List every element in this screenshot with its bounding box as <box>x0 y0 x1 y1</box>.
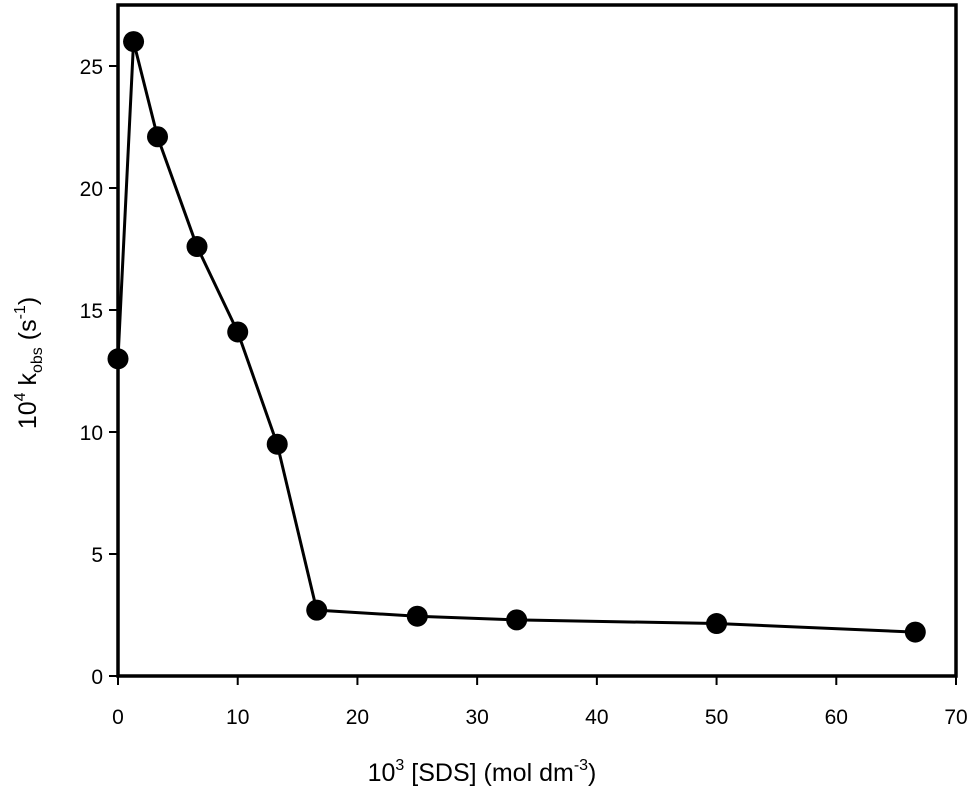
y-axis-title-close: ) <box>14 297 42 305</box>
y-axis-title-unit: (s <box>14 319 42 347</box>
y-tick-label: 0 <box>91 666 103 689</box>
x-axis-title-unit-exp: -3 <box>574 757 588 774</box>
x-axis-title-base: 10 <box>368 759 396 787</box>
data-point <box>123 31 145 53</box>
plot-frame <box>116 3 958 678</box>
x-tick-label: 50 <box>705 706 728 729</box>
data-point <box>306 599 328 621</box>
x-axis-title-close: ) <box>588 759 596 787</box>
x-tick-label: 10 <box>226 706 249 729</box>
data-point <box>147 126 169 148</box>
x-axis-title-exp: 3 <box>395 757 404 774</box>
y-axis-title-sub: obs <box>29 347 46 373</box>
data-point <box>266 433 288 455</box>
data-series <box>107 31 926 643</box>
axis-tick-labels: 0 10 20 30 40 50 60 70 0 5 10 15 20 25 <box>80 56 968 729</box>
data-point <box>904 621 926 643</box>
x-tick-label: 30 <box>465 706 488 729</box>
y-tick-label: 25 <box>80 56 103 79</box>
data-point <box>227 321 249 343</box>
data-point <box>706 613 728 635</box>
y-tick-label: 20 <box>80 178 103 201</box>
axis-ticks <box>109 65 957 685</box>
y-axis-title-base: 10 <box>14 401 42 429</box>
y-axis-title-k: k <box>14 372 42 392</box>
data-point <box>506 609 528 631</box>
y-axis-title-unit-exp: -1 <box>12 305 29 319</box>
y-tick-label: 5 <box>91 544 103 567</box>
x-tick-label: 20 <box>346 706 369 729</box>
y-axis-title-exp: 4 <box>12 392 29 401</box>
x-tick-label: 70 <box>944 706 967 729</box>
x-axis-title-text: [SDS] (mol dm <box>404 759 573 787</box>
x-axis-title: 103 [SDS] (mol dm-3) <box>368 757 597 787</box>
y-axis-title: 104 kobs (s-1) <box>12 297 46 429</box>
x-tick-label: 0 <box>112 706 124 729</box>
data-point <box>406 605 428 627</box>
y-tick-label: 10 <box>80 422 103 445</box>
x-tick-label: 60 <box>825 706 848 729</box>
y-tick-label: 15 <box>80 300 103 323</box>
data-point <box>186 236 208 258</box>
x-tick-label: 40 <box>585 706 608 729</box>
